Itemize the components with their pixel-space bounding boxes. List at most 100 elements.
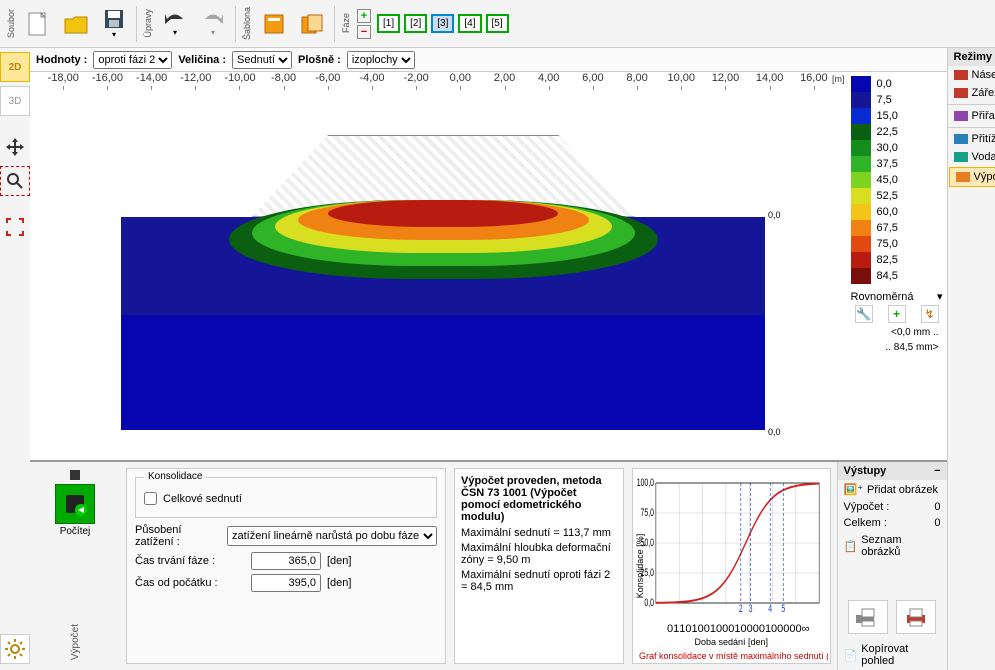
mode-icon [954,88,968,98]
mode-icon [956,172,970,182]
svg-text:5: 5 [781,602,785,614]
chart-ylabel: Konsolidace [%] [635,534,645,599]
zoom-button[interactable] [0,166,30,196]
velicina-label: Veličina : [178,54,226,66]
undo-button[interactable]: ▾ [157,4,193,44]
result-line: Maximální sednutí oproti fázi 2 = 84,5 m… [461,569,617,593]
remove-phase-button[interactable]: − [357,25,371,39]
print-button-1[interactable] [848,600,888,634]
legend-row: 67,5 [851,220,943,236]
out-vypocet-label: Výpočet : [844,501,890,513]
group-label-faze: Fáze [339,13,353,33]
add-image-icon: 🖼️⁺ [844,483,864,496]
cas-od-input[interactable] [251,574,321,592]
legend-row: 0,0 [851,76,943,92]
cas-od-label: Čas od počátku : [135,577,245,589]
consolidation-form: Konsolidace Celkové sednutí Působení zat… [126,468,446,664]
copy-icon: 📄 [844,649,858,662]
svg-text:4: 4 [768,602,772,614]
mode-icon [954,111,968,121]
iso-contour [328,200,558,226]
ruler: [m] -18,00-16,00-14,00-12,00-10,00-8,00-… [30,72,847,92]
out-celkem-label: Celkem : [844,517,887,529]
celkove-label: Celkové sednutí [163,493,242,505]
calculate-button[interactable] [55,484,95,524]
copy-view-button[interactable]: 📄 Kopírovat pohled [838,640,947,670]
velicina-select[interactable]: Sednutí [232,51,292,69]
template-button[interactable] [256,4,292,44]
mode-item-4[interactable]: Voda [948,148,995,166]
template-copy-button[interactable] [294,4,330,44]
open-file-button[interactable] [58,4,94,44]
svg-text:3: 3 [749,602,753,614]
add-phase-button[interactable]: + [357,9,371,23]
outputs-title: Výstupy [844,465,887,477]
result-line: Maximální hloubka deformační zóny = 9,50… [461,542,617,566]
legend-row: 7,5 [851,92,943,108]
left-toolbar: 2D 3D [0,48,30,670]
view-3d-button[interactable]: 3D [0,86,30,116]
legend-tool-wrench[interactable]: 🔧 [855,305,873,323]
new-file-button[interactable] [20,4,56,44]
plosne-select[interactable]: izoplochy [347,51,415,69]
mode-item-1[interactable]: Zářez [948,84,995,102]
group-label-soubor: Soubor [4,9,18,38]
fit-button[interactable] [0,212,30,242]
hodnoty-label: Hodnoty : [36,54,87,66]
unit-den-2: [den] [327,577,351,589]
y-label-bot: 0,0 [768,427,781,437]
out-vypocet-val: 0 [934,501,940,513]
plosne-label: Plošně : [298,54,341,66]
phase-tab-1[interactable]: [1] [377,14,400,33]
mode-item-3[interactable]: Přitížení [948,130,995,148]
celkove-checkbox[interactable] [144,492,157,505]
pusobeni-label: Působení zatížení : [135,524,221,548]
mode-item-0[interactable]: Násep [948,66,995,84]
chart-caption: Graf konsolidace v místě maximálního sed… [639,651,828,661]
mode-item-5[interactable]: Výpočet [949,167,995,187]
legend-row: 37,5 [851,156,943,172]
legend-row: 15,0 [851,108,943,124]
result-line: Maximální sednutí = 113,7 mm [461,527,617,539]
list-icon: 📋 [844,540,858,553]
legend-row: 84,5 [851,268,943,284]
phase-add-remove: + − [357,9,371,39]
group-label-upravy: Úpravy [141,9,155,38]
out-celkem-val: 0 [934,517,940,529]
hodnoty-select[interactable]: oproti fázi 2 [93,51,172,69]
redo-button[interactable]: ▾ [195,4,231,44]
print-button-2[interactable] [896,600,936,634]
color-legend: 0,07,515,022,530,037,545,052,560,067,575… [847,72,947,460]
phase-tab-5[interactable]: [5] [486,14,509,33]
phase-tab-4[interactable]: [4] [458,14,481,33]
legend-tool-add[interactable]: + [888,305,906,323]
add-image-button[interactable]: 🖼️⁺ Přidat obrázek [838,480,947,499]
save-file-button[interactable]: ▾ [96,4,132,44]
outputs-collapse-icon[interactable]: − [934,465,940,477]
mode-item-2[interactable]: Přiřazení [948,107,995,125]
bottom-tab-label: Výpočet [70,624,81,660]
image-list-button[interactable]: 📋 Seznam obrázků [838,531,947,561]
cas-trvani-input[interactable] [251,552,321,570]
phase-tabs: [1][2][3][4] [5] [375,14,511,33]
legend-tool-reset[interactable]: ↯ [921,305,939,323]
legend-mode-label: Rovnoměrná [851,291,914,303]
legend-range-high: .. 84,5 mm> [851,340,943,355]
legend-row: 22,5 [851,124,943,140]
settings-button[interactable] [0,634,30,664]
results-box: Výpočet proveden, metoda ČSN 73 1001 (Vý… [454,468,624,664]
legend-row: 60,0 [851,204,943,220]
group-label-sablona: Šablona [240,7,254,40]
mode-icon [954,134,968,144]
view-options-bar: Hodnoty : oproti fázi 2 Veličina : Sednu… [30,48,947,72]
view-2d-button[interactable]: 2D [0,52,30,82]
pan-button[interactable] [0,132,30,162]
modes-panel: Režimy− NásepZářezPřiřazeníPřitíženíVoda… [947,48,995,670]
phase-tab-3[interactable]: [3] [431,14,454,33]
plot-canvas: [m] -18,00-16,00-14,00-12,00-10,00-8,00-… [30,72,847,460]
phase-tab-2[interactable]: [2] [404,14,427,33]
svg-text:100,0: 100,0 [637,476,654,488]
konsolidace-group-title: Konsolidace [144,471,206,482]
pusobeni-select[interactable]: zatížení lineárně narůstá po dobu fáze [227,526,437,546]
chart-xlabel: Doba sedání [den] [633,637,830,647]
